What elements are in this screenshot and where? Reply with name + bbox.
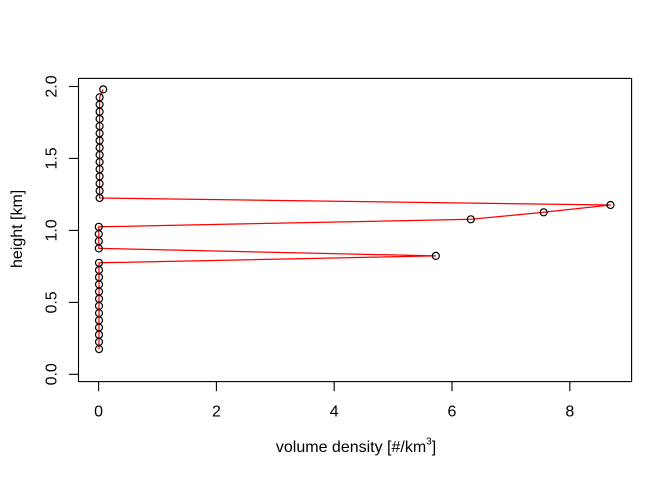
- svg-text:volume density [#/km3]: volume density [#/km3]: [276, 436, 436, 456]
- svg-text:0.0: 0.0: [43, 363, 60, 385]
- svg-text:height [km]: height [km]: [9, 190, 26, 268]
- svg-text:8: 8: [565, 404, 574, 421]
- svg-text:4: 4: [330, 404, 339, 421]
- svg-text:6: 6: [448, 404, 457, 421]
- svg-text:1.5: 1.5: [43, 147, 60, 169]
- svg-text:2.0: 2.0: [43, 75, 60, 97]
- svg-text:2: 2: [212, 404, 221, 421]
- svg-text:0: 0: [94, 404, 103, 421]
- svg-text:0.5: 0.5: [43, 291, 60, 313]
- svg-text:1.0: 1.0: [43, 219, 60, 241]
